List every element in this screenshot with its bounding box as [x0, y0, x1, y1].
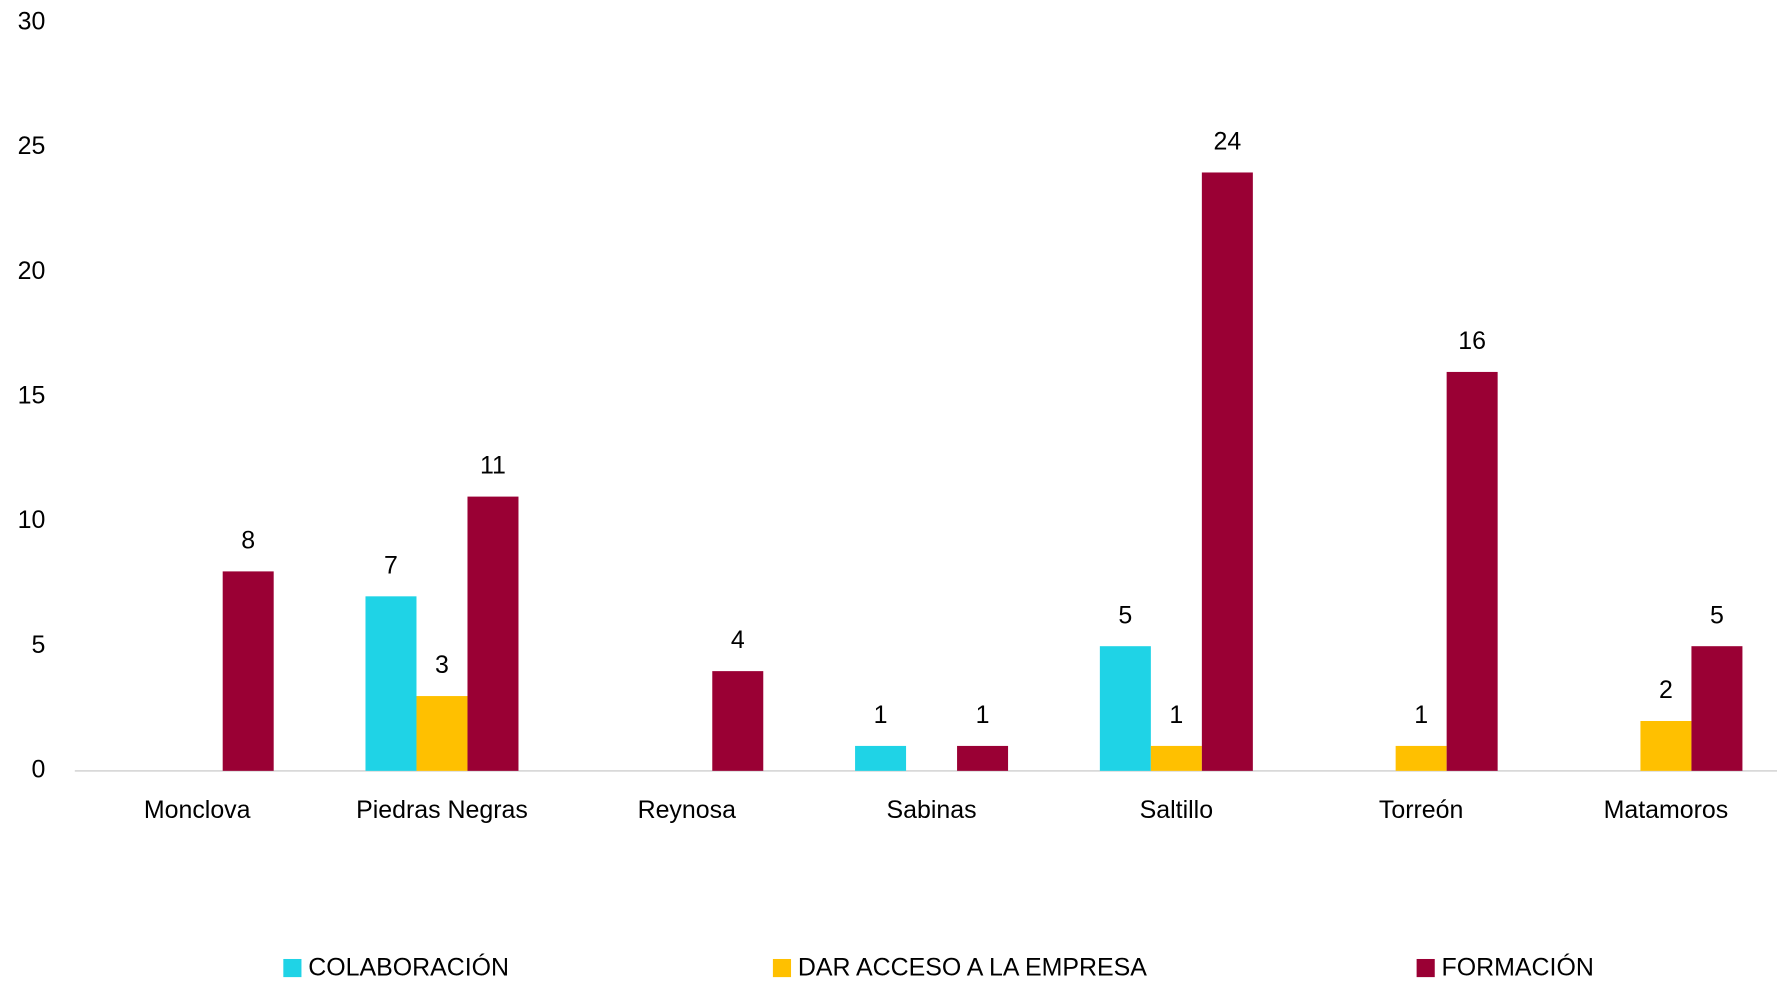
bar [365, 596, 417, 771]
legend-swatch [1416, 958, 1435, 978]
bar [467, 496, 519, 771]
legend-label: COLABORACIÓN [308, 953, 509, 982]
data-label: 1 [874, 701, 888, 729]
y-tick-label: 30 [18, 7, 46, 35]
bar [1640, 720, 1692, 771]
bar [855, 745, 907, 771]
data-label: 5 [1118, 601, 1132, 629]
bar [1150, 745, 1202, 771]
bar [1691, 646, 1743, 771]
y-tick-label: 0 [31, 755, 45, 783]
x-tick-label: Torreón [1379, 796, 1464, 824]
x-tick-label: Sabinas [887, 796, 977, 824]
data-label: 2 [1659, 676, 1673, 704]
x-tick-label: Piedras Negras [356, 796, 528, 824]
bar [957, 745, 1009, 771]
x-tick-label: Reynosa [638, 796, 737, 824]
data-label: 4 [731, 626, 745, 654]
bar [712, 671, 764, 771]
y-tick-label: 15 [18, 381, 46, 409]
data-label: 16 [1458, 327, 1486, 355]
y-tick-label: 20 [18, 257, 46, 285]
y-tick-label: 25 [18, 132, 46, 160]
data-label: 11 [480, 452, 506, 480]
y-tick-label: 10 [18, 506, 46, 534]
bar [1099, 646, 1151, 771]
data-label: 7 [384, 551, 398, 579]
data-label: 1 [1169, 701, 1183, 729]
bar [416, 696, 468, 771]
legend-label: FORMACIÓN [1442, 953, 1594, 982]
bar [1201, 172, 1253, 771]
bar [222, 571, 274, 771]
data-label: 8 [241, 527, 255, 555]
x-tick-label: Matamoros [1604, 796, 1729, 824]
data-label: 3 [435, 651, 449, 679]
y-tick-label: 5 [31, 631, 45, 659]
data-label: 1 [976, 701, 990, 729]
data-label: 5 [1710, 601, 1724, 629]
legend-swatch [772, 958, 792, 978]
legend-label: DAR ACCESO A LA EMPRESA [798, 954, 1147, 982]
x-tick-label: Monclova [144, 796, 251, 824]
x-tick-label: Saltillo [1140, 796, 1213, 824]
bar [1395, 745, 1447, 771]
data-label: 1 [1414, 701, 1428, 729]
bar [1446, 371, 1498, 771]
data-label: 24 [1213, 128, 1241, 156]
legend-swatch [283, 958, 302, 978]
